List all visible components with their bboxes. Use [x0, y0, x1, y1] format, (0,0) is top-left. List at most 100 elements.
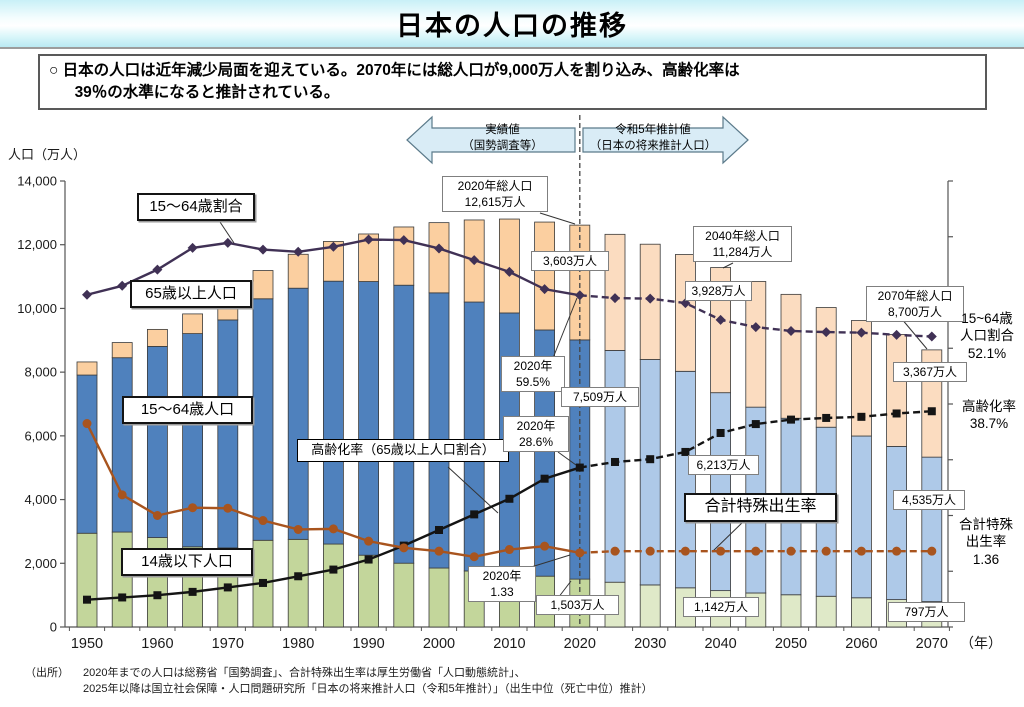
- circle-marker: [399, 543, 409, 553]
- diamond-marker: [398, 235, 409, 246]
- callout-connector: [527, 554, 571, 569]
- square-marker: [364, 555, 373, 564]
- bar-segment-2005: [463, 301, 485, 572]
- actual-period-arrow-line2: （国勢調査等）: [462, 140, 543, 153]
- square-marker: [646, 455, 655, 464]
- callout-connector: [539, 212, 576, 225]
- bar-segment-2030: [639, 584, 661, 628]
- circle-marker: [751, 546, 761, 556]
- square-marker: [294, 572, 303, 581]
- bar-segment-2065: [886, 599, 907, 628]
- circle-marker: [82, 419, 92, 429]
- x-axis-suffix-label: （年）: [960, 635, 1002, 651]
- y-tick-label: 2,000: [24, 556, 57, 571]
- y-tick-label: 6,000: [24, 428, 57, 443]
- circle-marker: [892, 546, 902, 556]
- projection-period-arrow-line2: （日本の将来推計人口）: [589, 140, 717, 153]
- square-marker: [927, 407, 936, 416]
- bar-segment-2035: [675, 587, 696, 628]
- square-marker: [435, 525, 443, 534]
- diamond-marker: [293, 246, 304, 257]
- x-tick-label: 1970: [212, 636, 244, 652]
- square-marker: [716, 428, 725, 437]
- projection-period-arrow-shape: [582, 115, 749, 165]
- bar-segment-2025: [604, 233, 626, 351]
- circle-marker: [152, 511, 162, 520]
- circle-marker: [716, 546, 726, 556]
- diamond-marker: [856, 327, 867, 338]
- square-marker: [681, 447, 690, 456]
- x-tick-label: 2020: [564, 636, 596, 652]
- diamond-marker: [645, 293, 656, 304]
- square-marker: [822, 413, 831, 422]
- x-tick-label: 1980: [282, 636, 314, 652]
- diamond-marker: [504, 266, 515, 277]
- summary-text-line-2: 39％の水準になると推計されている。: [74, 84, 340, 102]
- callout-connector: [722, 262, 734, 269]
- bar-segment-1970: [217, 319, 239, 549]
- diamond-marker: [750, 322, 761, 333]
- circle-marker: [117, 490, 127, 500]
- circle-marker: [469, 552, 479, 562]
- bar-segment-1980: [287, 538, 309, 628]
- bar-segment-2040: [710, 392, 731, 592]
- diamond-marker: [82, 289, 92, 300]
- bar-segment-1975: [252, 270, 274, 300]
- x-tick-label: 2060: [845, 636, 877, 652]
- bar-segment-2035: [675, 254, 696, 372]
- x-tick-label: 2070: [916, 636, 948, 652]
- diamond-marker: [610, 293, 620, 304]
- bar-segment-2060: [851, 597, 872, 628]
- population-chart: 0 2,000 4,000 6,000 8,000 10,000 12,000 14,000 1…: [17, 115, 1002, 652]
- y-tick-label: 4,000: [24, 492, 57, 507]
- bar-segment-2010: [498, 572, 520, 628]
- circle-marker: [821, 546, 831, 556]
- source-lines: 2020年までの人口は総務省「国勢調査」、合計特殊出生率は厚生労働省「人口動態統…: [83, 666, 653, 698]
- diamond-marker: [117, 280, 128, 291]
- bar-segment-2055: [815, 595, 837, 628]
- circle-marker: [575, 548, 585, 558]
- bar-segment-1990: [358, 233, 380, 282]
- diamond-marker: [258, 244, 268, 255]
- x-tick-label: 2000: [423, 636, 455, 652]
- page-title: 日本の人口の推移: [396, 11, 628, 41]
- diamond-marker: [539, 284, 550, 295]
- callout-connector: [552, 297, 578, 359]
- diamond-marker: [821, 327, 832, 338]
- bar-segment-1985: [322, 543, 344, 628]
- bar-segment-2045: [745, 281, 767, 408]
- bar-segment-2055: [815, 426, 837, 597]
- square-marker: [470, 510, 479, 519]
- bar-segment-1995: [393, 562, 415, 628]
- bar-segment-2015: [534, 329, 555, 577]
- y-tick-label: 10,000: [17, 301, 57, 316]
- bar-segment-2050: [780, 293, 802, 419]
- diamond-marker: [574, 290, 585, 301]
- source-note: （出所） 2020年までの人口は総務省「国勢調査」、合計特殊出生率は厚生労働省「…: [25, 666, 653, 698]
- bar-segment-1990: [358, 281, 380, 556]
- circle-marker: [927, 546, 937, 556]
- bar-segment-2040: [710, 590, 731, 628]
- bar-segment-2000: [428, 567, 450, 628]
- diamond-marker: [926, 331, 937, 342]
- square-marker: [575, 463, 584, 472]
- x-tick-label: 1960: [141, 636, 173, 652]
- square-marker: [892, 409, 901, 418]
- bar-segment-2060: [851, 320, 872, 437]
- bar-segment-2070: [921, 349, 943, 458]
- circle-marker: [223, 503, 233, 513]
- circle-marker: [434, 546, 444, 556]
- diamond-marker: [328, 241, 339, 252]
- bar-segment-2070: [921, 456, 943, 603]
- x-tick-label: 2010: [493, 636, 525, 652]
- square-marker: [751, 420, 760, 429]
- source-line-2: 2025年以降は国立社会保障・人口問題研究所「日本の将来推計人口（令和5年推計）…: [83, 682, 653, 695]
- bar-segment-2065: [886, 334, 907, 447]
- bar-segment-1985: [322, 280, 344, 545]
- square-marker: [505, 494, 514, 503]
- bar-segment-1950: [76, 532, 98, 628]
- bar-segment-2055: [815, 307, 837, 428]
- bar-segment-1980: [287, 253, 309, 289]
- square-marker: [259, 578, 267, 587]
